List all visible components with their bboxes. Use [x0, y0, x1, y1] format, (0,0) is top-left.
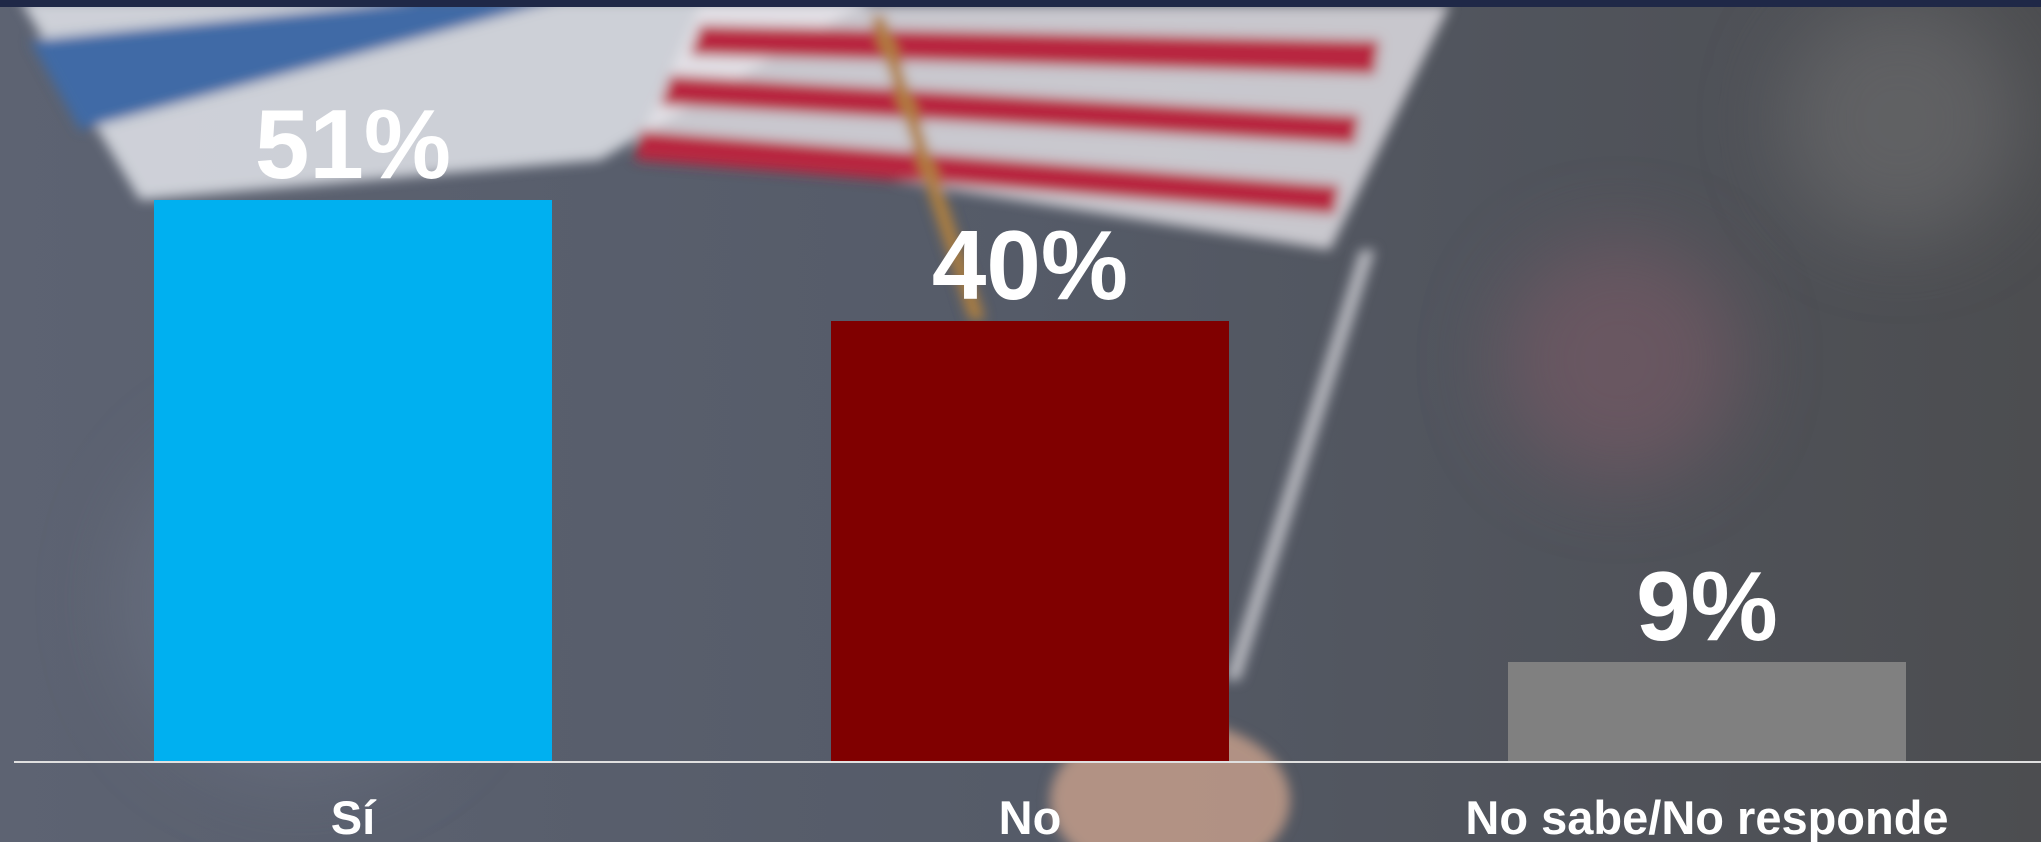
x-tick-label: Sí	[331, 791, 377, 842]
value-label: 51%	[255, 89, 451, 199]
bar	[831, 321, 1229, 761]
bar	[1508, 662, 1906, 761]
value-label: 9%	[1636, 551, 1778, 661]
bar	[154, 200, 552, 761]
x-tick-label: No sabe/No responde	[1465, 791, 1948, 842]
x-tick-label: No	[999, 791, 1062, 842]
value-label: 40%	[932, 210, 1128, 320]
